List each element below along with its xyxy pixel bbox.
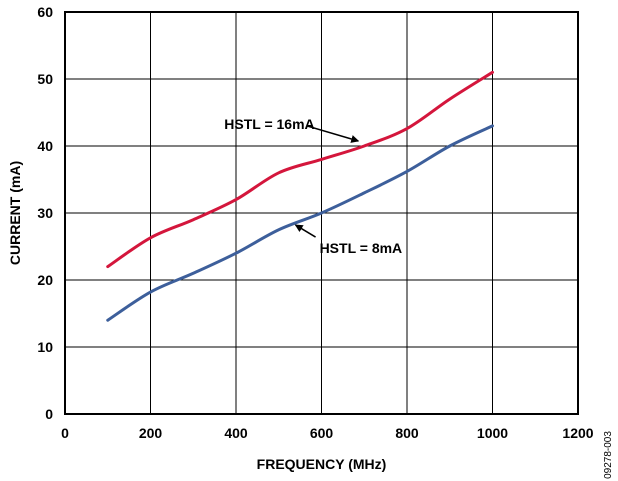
x-tick-label: 600 xyxy=(310,425,334,441)
annotation-arrow xyxy=(294,224,316,238)
series-line-hstl-16ma xyxy=(106,70,494,269)
y-tick-label: 50 xyxy=(37,71,53,87)
x-axis-title: FREQUENCY (MHz) xyxy=(257,456,387,472)
y-tick-label: 40 xyxy=(37,138,53,154)
series-line-hstl-8ma xyxy=(106,124,494,322)
y-tick-labels: 0 10 20 30 40 50 60 xyxy=(37,4,53,422)
plot-frame xyxy=(64,11,579,415)
figure-id: 09278-003 xyxy=(603,431,614,479)
y-axis-title: CURRENT (mA) xyxy=(7,161,23,265)
series-layer xyxy=(106,70,494,322)
y-tick-label: 20 xyxy=(37,272,53,288)
annotation-arrow xyxy=(307,125,360,143)
x-tick-label: 1200 xyxy=(562,425,593,441)
y-tick-label: 0 xyxy=(45,406,53,422)
x-tick-label: 1000 xyxy=(477,425,508,441)
x-tick-labels: 0 200 400 600 800 1000 1200 xyxy=(61,425,594,441)
y-tick-label: 30 xyxy=(37,205,53,221)
annotations: HSTL = 16mA HSTL = 8mA xyxy=(224,116,402,256)
annotation-label: HSTL = 16mA xyxy=(224,116,314,132)
x-tick-label: 800 xyxy=(395,425,419,441)
x-tick-label: 200 xyxy=(139,425,163,441)
y-tick-label: 60 xyxy=(37,4,53,20)
annotation-label: HSTL = 8mA xyxy=(320,240,403,256)
x-tick-label: 0 xyxy=(61,425,69,441)
y-tick-label: 10 xyxy=(37,339,53,355)
x-tick-label: 400 xyxy=(224,425,248,441)
